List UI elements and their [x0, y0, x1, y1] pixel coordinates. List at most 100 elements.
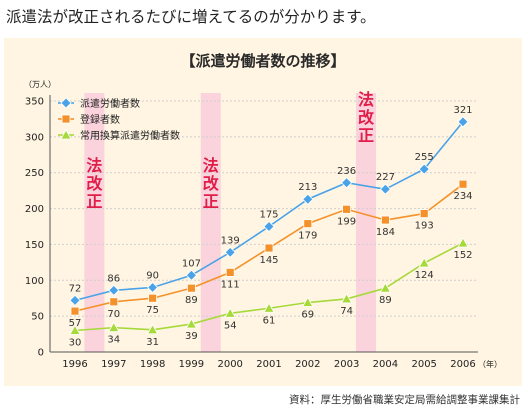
- data-label: 90: [146, 270, 159, 281]
- x-tick-label: 2006: [450, 359, 475, 370]
- data-point: [302, 193, 314, 205]
- y-tick-label: 250: [25, 168, 44, 179]
- y-tick-label: 150: [25, 240, 44, 251]
- data-point: [418, 163, 430, 175]
- x-axis-unit: （年）: [478, 359, 502, 369]
- data-label: 184: [376, 227, 395, 238]
- data-label: 227: [376, 172, 395, 183]
- data-point: [264, 243, 274, 253]
- data-label: 74: [340, 306, 353, 317]
- data-label: 139: [221, 235, 240, 246]
- data-label: 31: [146, 337, 159, 348]
- data-point: [225, 267, 235, 277]
- data-point: [457, 237, 469, 248]
- data-point: [108, 284, 120, 296]
- legend-label: 登録者数: [80, 113, 120, 126]
- x-tick-label: 1998: [140, 359, 165, 370]
- data-label: 39: [185, 331, 198, 342]
- data-point: [418, 257, 430, 268]
- data-point: [69, 324, 81, 335]
- data-point: [457, 116, 469, 128]
- data-point: [263, 302, 275, 313]
- x-tick-label: 2002: [295, 359, 320, 370]
- data-point: [224, 246, 236, 258]
- x-tick-label: 2000: [217, 359, 242, 370]
- data-point: [341, 177, 353, 189]
- data-label: 124: [415, 270, 434, 281]
- caption-text: 派遣法が改正されるたびに増えてるのが分かります。: [6, 8, 376, 26]
- data-label: 69: [301, 310, 314, 321]
- y-tick-label: 50: [31, 312, 44, 323]
- annotation-band: [84, 93, 105, 352]
- data-point: [69, 294, 81, 306]
- annotation-label: 正: [203, 192, 219, 211]
- annotation-label: 改: [203, 174, 220, 193]
- data-label: 213: [298, 182, 317, 193]
- x-tick-label: 2001: [256, 359, 281, 370]
- data-label: 61: [263, 315, 276, 326]
- legend-label: 派遣労働者数: [80, 97, 140, 110]
- data-label: 30: [69, 337, 82, 348]
- data-label: 152: [453, 250, 472, 261]
- chart-title: 【派遣労働者数の推移】: [180, 52, 346, 70]
- data-label: 175: [259, 210, 278, 221]
- data-label: 54: [224, 320, 237, 331]
- data-label: 75: [146, 305, 159, 316]
- data-point: [379, 282, 392, 293]
- data-point: [380, 215, 390, 225]
- data-label: 234: [453, 191, 472, 202]
- y-tick-label: 300: [25, 132, 44, 143]
- data-label: 70: [107, 309, 120, 320]
- data-label: 72: [69, 283, 82, 294]
- data-label: 255: [415, 152, 434, 163]
- annotation-label: 改: [86, 174, 103, 193]
- data-point: [109, 297, 119, 307]
- data-label: 57: [69, 318, 82, 329]
- data-point: [224, 307, 236, 318]
- annotation-label: 法: [86, 156, 102, 175]
- data-point: [458, 179, 468, 189]
- x-tick-label: 2003: [334, 359, 359, 370]
- annotation-label: 改: [358, 108, 375, 127]
- legend-marker: [61, 114, 71, 124]
- y-tick-label: 350: [25, 97, 44, 108]
- data-point: [340, 293, 353, 304]
- data-point: [186, 283, 196, 293]
- data-point: [108, 321, 120, 333]
- data-point: [185, 269, 197, 281]
- data-point: [263, 220, 275, 233]
- data-label: 179: [298, 231, 317, 242]
- x-tick-label: 2004: [373, 359, 398, 370]
- data-point: [379, 183, 391, 195]
- x-tick-label: 1996: [62, 359, 87, 370]
- data-label: 199: [337, 216, 356, 227]
- x-tick-label: 1997: [101, 359, 126, 370]
- x-tick-label: 1999: [179, 359, 204, 370]
- data-point: [185, 318, 198, 329]
- data-label: 89: [379, 295, 392, 306]
- data-point: [419, 209, 429, 218]
- data-point: [147, 281, 159, 294]
- data-point: [302, 296, 314, 307]
- data-label: 111: [221, 279, 240, 290]
- annotation-label: 正: [358, 126, 374, 145]
- data-label: 34: [107, 335, 120, 346]
- data-point: [70, 306, 80, 316]
- annotation-label: 法: [203, 156, 219, 175]
- legend-marker: [60, 97, 72, 109]
- source-note: 資料：厚生労働省職業安定局需給調整事業課集計: [289, 394, 520, 406]
- legend-marker: [60, 129, 72, 140]
- y-tick-label: 100: [25, 276, 44, 287]
- data-label: 107: [182, 258, 201, 269]
- data-label: 145: [259, 255, 278, 266]
- data-label: 89: [185, 295, 198, 306]
- legend-label: 常用換算派遣労働者数: [80, 129, 180, 142]
- annotation-band: [200, 93, 221, 352]
- data-point: [303, 219, 313, 229]
- y-tick-label: 0: [38, 348, 44, 359]
- y-axis-label: （万人）: [24, 80, 56, 89]
- annotation-band: [356, 93, 376, 352]
- data-label: 86: [107, 273, 120, 284]
- annotation-label: 正: [86, 192, 102, 211]
